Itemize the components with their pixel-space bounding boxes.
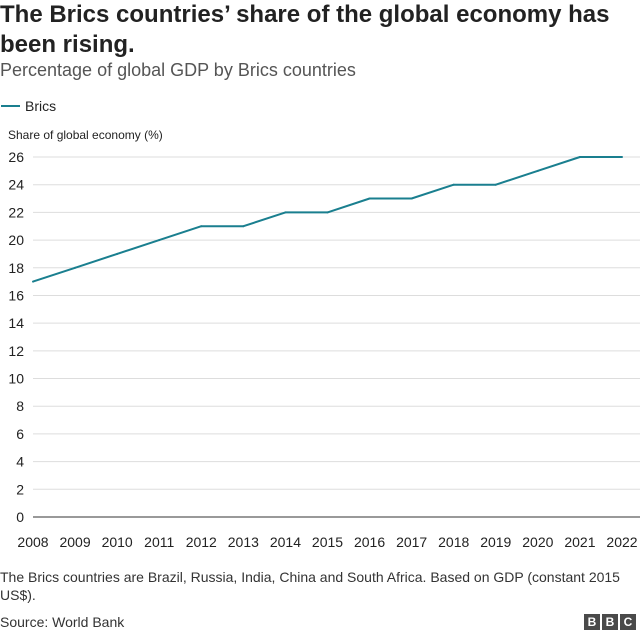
data-point [32, 280, 34, 283]
y-tick-label: 8 [16, 398, 24, 414]
x-tick-label: 2015 [312, 534, 343, 550]
bbc-logo-letter: C [620, 614, 636, 630]
legend-swatch [1, 105, 20, 107]
y-tick-label: 0 [16, 509, 24, 525]
x-tick-label: 2012 [186, 534, 217, 550]
y-tick-label: 18 [8, 260, 24, 276]
data-point [158, 239, 161, 242]
y-tick-label: 4 [16, 454, 24, 470]
data-point [494, 183, 497, 186]
y-axis-label: Share of global economy (%) [8, 128, 163, 142]
data-point [578, 156, 581, 158]
y-tick-label: 12 [8, 343, 24, 359]
chart-title: The Brics countries’ share of the global… [0, 1, 610, 58]
footnote: The Brics countries are Brazil, Russia, … [0, 569, 620, 603]
x-tick-label: 2010 [102, 534, 133, 550]
y-tick-label: 16 [8, 287, 24, 303]
data-point [452, 183, 455, 186]
data-point [284, 211, 287, 214]
x-tick-label: 2020 [522, 534, 553, 550]
y-tick-label: 22 [8, 204, 24, 220]
y-tick-label: 20 [8, 232, 24, 248]
data-point [74, 266, 77, 269]
bbc-logo: B B C [584, 614, 636, 630]
x-tick-label: 2022 [606, 534, 637, 550]
line-chart: Share of global economy (%)0246810121416… [8, 128, 640, 550]
x-tick-label: 2021 [564, 534, 595, 550]
series-line-brics [32, 156, 622, 283]
y-tick-label: 26 [8, 149, 24, 165]
data-point [536, 169, 539, 172]
bbc-logo-letter: B [602, 614, 618, 630]
data-point [200, 225, 203, 228]
y-tick-label: 2 [16, 481, 24, 497]
x-tick-label: 2009 [59, 534, 90, 550]
data-point [242, 225, 245, 228]
y-tick-label: 10 [8, 371, 24, 387]
data-point [410, 197, 413, 200]
x-tick-label: 2011 [144, 534, 174, 550]
data-point [621, 156, 623, 158]
x-tick-label: 2016 [354, 534, 385, 550]
x-tick-label: 2019 [480, 534, 511, 550]
bbc-logo-letter: B [584, 614, 600, 630]
x-tick-label: 2014 [270, 534, 301, 550]
x-tick-label: 2018 [438, 534, 469, 550]
data-point [116, 252, 119, 255]
x-tick-label: 2017 [396, 534, 427, 550]
data-point [368, 197, 371, 200]
x-tick-label: 2013 [228, 534, 259, 550]
chart-subtitle: Percentage of global GDP by Brics countr… [0, 60, 356, 80]
x-tick-label: 2008 [17, 534, 48, 550]
y-tick-label: 24 [8, 177, 24, 193]
legend: Brics [0, 97, 56, 115]
y-tick-label: 6 [16, 426, 24, 442]
legend-label-brics: Brics [25, 98, 57, 114]
y-tick-label: 14 [8, 315, 24, 331]
source-note: Source: World Bank [0, 614, 125, 630]
data-point [326, 211, 329, 214]
